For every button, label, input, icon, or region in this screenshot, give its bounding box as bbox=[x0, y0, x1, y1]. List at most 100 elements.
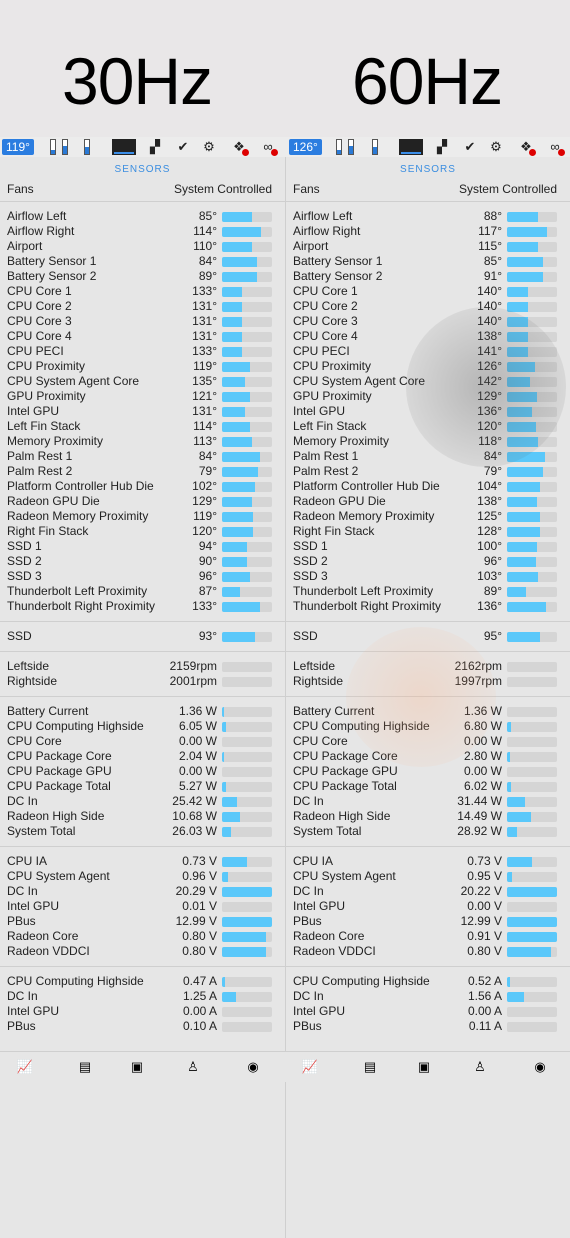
terminal-icon[interactable]: ▣ bbox=[417, 1059, 431, 1074]
automator-icon[interactable]: ♙ bbox=[187, 1059, 199, 1074]
sensor-row: CPU Computing Highside 0.52 A bbox=[286, 974, 570, 989]
sensor-row: CPU Core 2 140° bbox=[286, 299, 570, 314]
sensor-value: 5.27 W bbox=[178, 779, 217, 793]
sensor-level-fill bbox=[507, 242, 538, 252]
sensor-level-bar bbox=[222, 377, 272, 387]
sensor-level-fill bbox=[222, 242, 252, 252]
cpu-meter-icon[interactable] bbox=[372, 139, 378, 155]
ssd-meter-icon[interactable] bbox=[336, 139, 342, 155]
cpu-graph-icon[interactable] bbox=[112, 139, 136, 155]
istat-icon[interactable]: ◉ bbox=[247, 1059, 259, 1074]
dropbox-icon[interactable]: ❖ bbox=[518, 139, 536, 156]
gear-icon[interactable]: ⚙ bbox=[203, 139, 215, 154]
activity-monitor-icon[interactable]: 📈 bbox=[301, 1059, 319, 1074]
sensor-level-bar bbox=[507, 902, 557, 912]
section-ssd: SSD 93° bbox=[0, 622, 285, 651]
sensor-label: CPU System Agent Core bbox=[293, 374, 426, 388]
sensor-level-fill bbox=[507, 992, 524, 1002]
checkmark-shield-icon[interactable]: ✔ bbox=[464, 139, 476, 154]
sensor-label: DC In bbox=[293, 884, 324, 898]
dropbox-icon[interactable]: ❖ bbox=[231, 139, 249, 156]
mem-meter-icon[interactable] bbox=[62, 139, 68, 155]
sensor-level-fill bbox=[507, 512, 540, 522]
console-icon[interactable]: ▤ bbox=[78, 1059, 92, 1074]
cpu-meter-icon[interactable] bbox=[84, 139, 90, 155]
sensor-value: 79° bbox=[483, 464, 502, 478]
sensor-value: 119° bbox=[193, 509, 217, 523]
sensor-value: 90° bbox=[198, 554, 217, 568]
sensor-label: Platform Controller Hub Die bbox=[7, 479, 154, 493]
sensor-row: CPU Package Core 2.04 W bbox=[0, 749, 285, 764]
section-divider bbox=[286, 621, 570, 622]
sensor-level-bar bbox=[507, 512, 557, 522]
gear-icon[interactable]: ⚙ bbox=[490, 139, 502, 154]
sensor-level-fill bbox=[507, 812, 531, 822]
sensor-label: Palm Rest 2 bbox=[293, 464, 359, 478]
layout-icon[interactable]: ▞ bbox=[150, 139, 160, 154]
sensor-label: CPU Core 3 bbox=[293, 314, 358, 328]
sensor-label: Rightside bbox=[293, 674, 344, 688]
sensor-label: Radeon GPU Die bbox=[7, 494, 100, 508]
sensor-level-bar bbox=[507, 287, 557, 297]
creative-cloud-icon[interactable]: ∞ bbox=[260, 139, 278, 156]
cpu-graph-icon[interactable] bbox=[399, 139, 423, 155]
sensor-row: Airflow Left 88° bbox=[286, 209, 570, 224]
ssd-meter-icon[interactable] bbox=[50, 139, 56, 155]
sensor-row: DC In 20.29 V bbox=[0, 884, 285, 899]
sensor-row: Rightside 1997rpm bbox=[286, 674, 570, 689]
sensor-label: Airflow Right bbox=[7, 224, 75, 238]
sensor-level-bar bbox=[507, 752, 557, 762]
creative-cloud-icon[interactable]: ∞ bbox=[547, 139, 565, 156]
sensor-level-bar bbox=[222, 422, 272, 432]
sensor-row: Thunderbolt Left Proximity 89° bbox=[286, 584, 570, 599]
sensor-level-bar bbox=[222, 1007, 272, 1017]
layout-icon[interactable]: ▞ bbox=[437, 139, 447, 154]
sensor-level-fill bbox=[507, 452, 545, 462]
console-icon[interactable]: ▤ bbox=[363, 1059, 377, 1074]
sensor-value: 135° bbox=[192, 374, 217, 388]
sensor-level-fill bbox=[507, 392, 537, 402]
fans-mode-value[interactable]: System Controlled bbox=[173, 182, 272, 196]
left-title: 30Hz bbox=[62, 44, 213, 118]
sensor-value: 6.80 W bbox=[463, 719, 502, 733]
sensor-label: Intel GPU bbox=[7, 899, 60, 913]
sensor-label: Battery Sensor 1 bbox=[293, 254, 383, 268]
sensor-label: CPU Proximity bbox=[293, 359, 372, 373]
sensor-row: CPU Computing Highside 6.05 W bbox=[0, 719, 285, 734]
sensor-row: Radeon Memory Proximity 119° bbox=[0, 509, 285, 524]
temperature-badge-right[interactable]: 126° bbox=[289, 139, 322, 155]
activity-monitor-icon[interactable]: 📈 bbox=[16, 1059, 34, 1074]
sensor-level-fill bbox=[507, 257, 543, 267]
sensor-row: Left Fin Stack 120° bbox=[286, 419, 570, 434]
checkmark-shield-icon[interactable]: ✔ bbox=[177, 139, 189, 154]
automator-icon[interactable]: ♙ bbox=[474, 1059, 486, 1074]
sensor-level-fill bbox=[507, 932, 557, 942]
mem-meter-icon[interactable] bbox=[348, 139, 354, 155]
sensor-level-fill bbox=[222, 227, 261, 237]
sensor-level-bar bbox=[222, 227, 272, 237]
sensor-level-bar bbox=[222, 602, 272, 612]
sensor-value: 31.44 W bbox=[457, 794, 502, 808]
sensor-value: 79° bbox=[198, 464, 217, 478]
fans-mode-value[interactable]: System Controlled bbox=[458, 182, 557, 196]
sensor-level-bar bbox=[507, 212, 557, 222]
sensor-label: Left Fin Stack bbox=[7, 419, 81, 433]
sensor-value: 0.00 W bbox=[463, 734, 502, 748]
sensor-level-fill bbox=[222, 602, 260, 612]
sensor-level-bar bbox=[507, 527, 557, 537]
terminal-icon[interactable]: ▣ bbox=[130, 1059, 144, 1074]
sensor-row: CPU Core 4 131° bbox=[0, 329, 285, 344]
temperature-badge-left[interactable]: 119° bbox=[2, 139, 34, 155]
sensor-row: PBus 0.10 A bbox=[0, 1019, 285, 1034]
sensor-label: CPU System Agent bbox=[7, 869, 110, 883]
istat-icon[interactable]: ◉ bbox=[534, 1059, 546, 1074]
sensor-level-fill bbox=[507, 272, 543, 282]
sensor-value: 20.29 V bbox=[175, 884, 217, 898]
sensor-label: CPU PECI bbox=[7, 344, 64, 358]
sensor-row: PBus 12.99 V bbox=[286, 914, 570, 929]
sensor-level-fill bbox=[507, 827, 517, 837]
sensor-value: 0.00 A bbox=[182, 1004, 217, 1018]
sensor-row: Radeon VDDCI 0.80 V bbox=[0, 944, 285, 959]
sensor-row: SSD 93° bbox=[0, 629, 285, 644]
sensor-level-fill bbox=[222, 752, 224, 762]
